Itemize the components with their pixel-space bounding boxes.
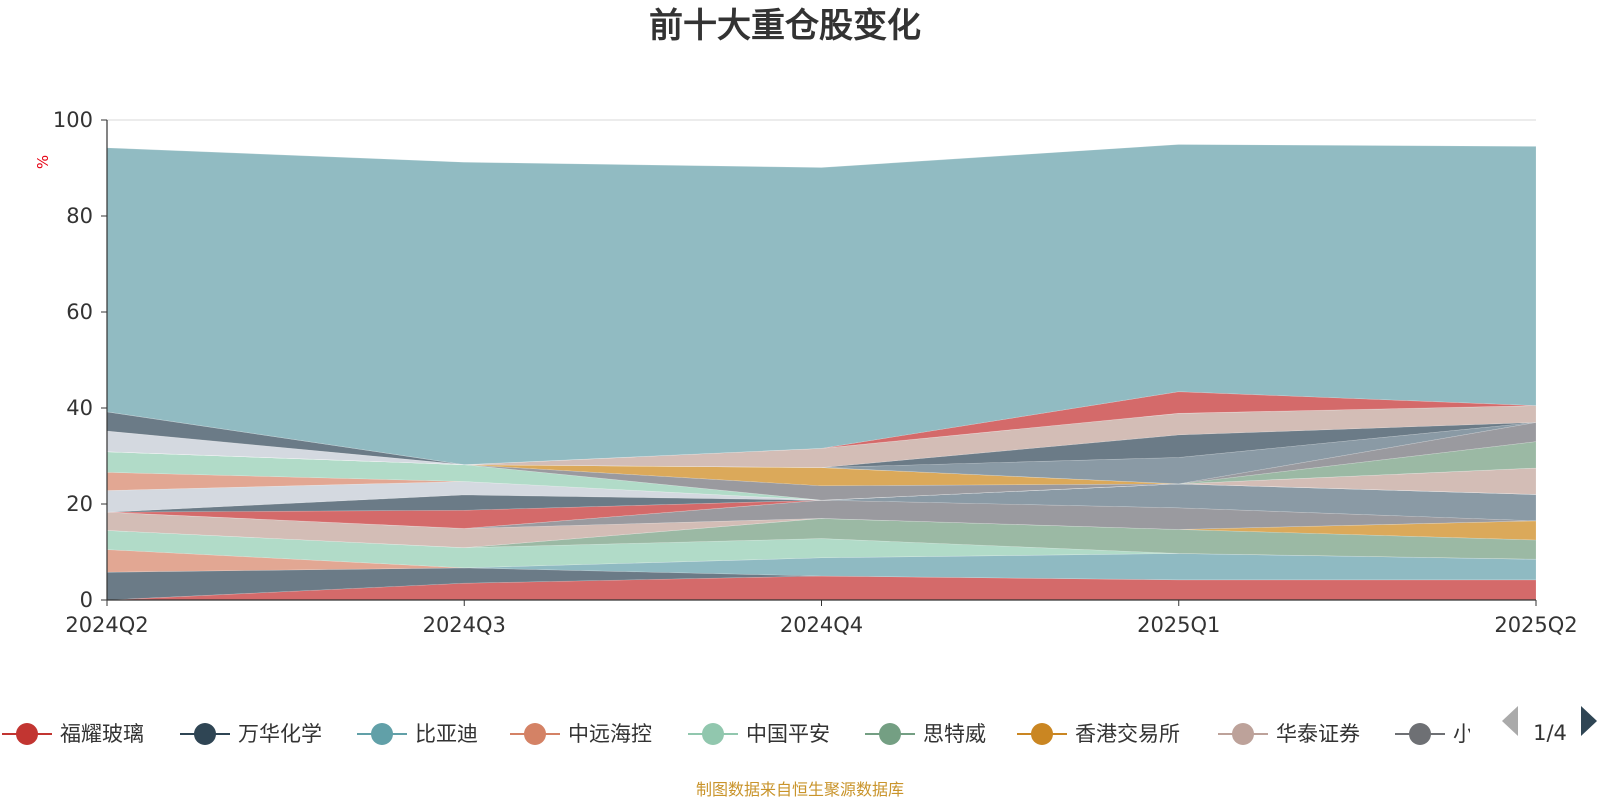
x-tick-label: 2024Q2 [65,613,148,637]
y-tick-label: 80 [66,204,93,228]
legend-item[interactable]: 中国平安 [688,722,830,746]
area-series-26 [106,144,1537,465]
legend-item[interactable]: 中远海控 [510,722,652,746]
y-tick-label: 100 [53,108,93,132]
legend-marker-icon [879,723,901,745]
y-axis-label: % [34,155,52,169]
legend-marker-icon [702,723,724,745]
legend-item[interactable]: 思特威 [865,722,986,746]
legend-item[interactable]: 小米集团 [1395,722,1537,746]
y-tick-label: 40 [66,396,93,420]
data-source-note: 制图数据来自恒生聚源数据库 [696,780,904,799]
legend-label: 比亚迪 [415,722,478,746]
legend-page-indicator: 1/4 [1533,721,1567,745]
legend-label: 福耀玻璃 [60,722,144,746]
legend-label: 思特威 [923,722,986,746]
x-tick-label: 2025Q2 [1494,613,1577,637]
legend-item[interactable]: 万华化学 [180,722,322,746]
legend-marker-icon [1031,723,1053,745]
x-tick-label: 2025Q1 [1137,613,1220,637]
legend-label: 万华化学 [238,722,322,746]
legend-marker-icon [1232,723,1254,745]
y-tick-label: 20 [66,492,93,516]
x-tick-label: 2024Q4 [780,613,863,637]
x-tick-labels: 2024Q2 2024Q3 2024Q4 2025Q1 2025Q2 [65,600,1578,637]
chart-title: 前十大重仓股变化 [649,6,921,46]
legend-item[interactable]: 福耀玻璃 [2,722,144,746]
legend-label: 中国平安 [746,722,830,746]
legend-item[interactable]: 华泰证券 [1218,722,1360,746]
legend-marker-icon [1409,723,1431,745]
legend-marker-icon [524,723,546,745]
x-tick-label: 2024Q3 [423,613,506,637]
legend-marker-icon [16,723,38,745]
y-tick-label: 0 [80,588,93,612]
legend-label: 华泰证券 [1276,722,1360,746]
legend: 福耀玻璃 万华化学 比亚迪 中远海控 中国平安 思特威 香港交易所 华泰证券 小米集团 1/4 [2,706,1597,746]
area-series-9 [106,483,1537,529]
legend-next-page-icon[interactable] [1581,706,1597,736]
legend-label: 小米集团 [1453,722,1537,746]
legend-label: 香港交易所 [1075,722,1180,746]
y-tick-label: 60 [66,300,93,324]
legend-item[interactable]: 香港交易所 [1017,722,1180,746]
legend-item[interactable]: 比亚迪 [357,722,478,746]
y-tick-labels: 0 20 40 60 80 100 [53,108,107,612]
legend-label: 中远海控 [568,722,652,746]
legend-marker-icon [371,723,393,745]
legend-marker-icon [194,723,216,745]
area-series [106,144,1537,601]
legend-prev-page-icon[interactable] [1502,706,1518,736]
